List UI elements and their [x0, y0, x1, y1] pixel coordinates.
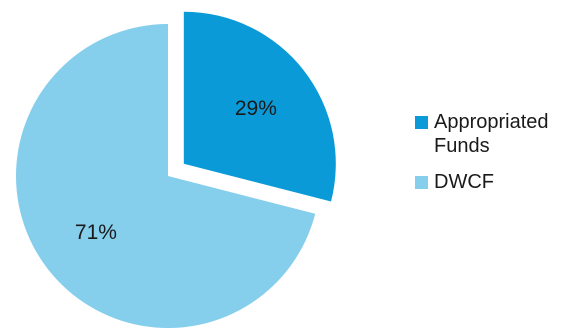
legend-item-dwcf: DWCF: [412, 170, 586, 194]
slice-label-appropriated-funds: 29%: [235, 97, 277, 120]
legend-swatch-appropriated-funds: [415, 116, 428, 129]
legend: Appropriated Funds DWCF: [412, 110, 586, 206]
legend-item-appropriated-funds: Appropriated Funds: [412, 110, 586, 158]
slice-label-dwcf: 71%: [75, 221, 117, 244]
pie-slice-appropriated-funds: [183, 11, 336, 202]
legend-label-dwcf: DWCF: [434, 171, 494, 193]
legend-swatch-dwcf: [415, 176, 428, 189]
legend-label-appropriated-funds: Appropriated Funds: [434, 111, 549, 157]
pie-slice-dwcf: [15, 24, 316, 328]
